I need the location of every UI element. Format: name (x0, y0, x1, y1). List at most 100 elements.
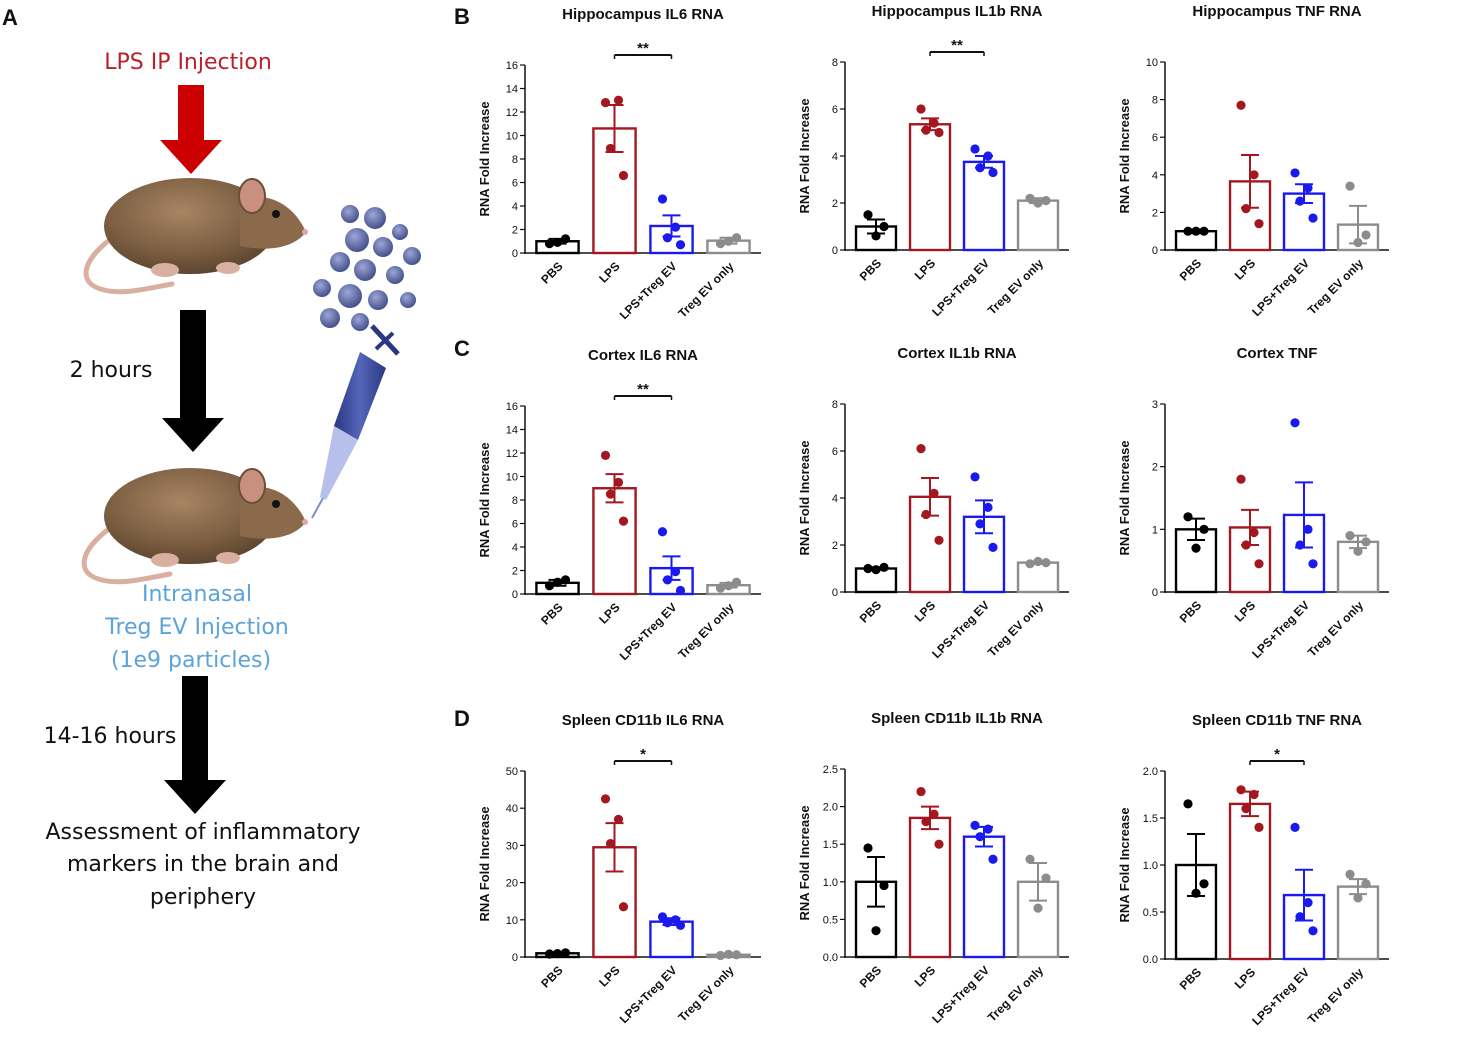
extracellular-vesicle-icon (313, 205, 421, 331)
significance-label: ** (951, 37, 963, 54)
y-tick-label: 0.5 (1143, 907, 1158, 919)
data-point-treg-ev-only (1345, 869, 1355, 880)
data-point-pbs (552, 949, 563, 959)
data-point-treg-ev-only (1033, 556, 1043, 567)
y-tick-label: 0 (512, 952, 518, 964)
data-point-lps-treg-ev (1303, 524, 1313, 534)
data-point-lps (600, 98, 611, 108)
data-point-pbs (863, 210, 873, 220)
data-point-lps (921, 509, 931, 520)
y-tick-label: 0 (1152, 587, 1158, 599)
data-point-lps-treg-ev (657, 194, 668, 204)
category-label-treg-ev-only: Treg EV only (985, 963, 1047, 1025)
category-label-lps: LPS (596, 259, 622, 285)
data-point-lps-treg-ev (975, 163, 985, 173)
data-point-lps (929, 488, 939, 498)
data-point-lps (1241, 540, 1251, 550)
data-point-lps (618, 170, 629, 181)
category-label-lps: LPS (596, 600, 622, 626)
y-tick-label: 4 (512, 542, 518, 554)
outcome-line-1: Assessment of inflammatory (45, 820, 360, 845)
category-label-lps: LPS (1232, 965, 1258, 991)
data-point-lps (1254, 559, 1264, 569)
data-point-lps (1241, 204, 1251, 214)
data-point-pbs (1199, 879, 1209, 889)
data-point-lps (934, 535, 944, 545)
chart-title: Cortex IL6 RNA (588, 347, 698, 364)
category-label-lps-treg-ev: LPS+Treg EV (617, 600, 680, 663)
category-label-treg-ev-only: Treg EV only (1305, 598, 1367, 660)
data-point-treg-ev-only (1033, 198, 1043, 208)
data-point-lps-treg-ev (657, 527, 668, 537)
y-axis-label: RNA Fold Increase (797, 98, 812, 213)
y-tick-label: 8 (512, 495, 518, 507)
y-tick-label: 2 (832, 198, 838, 210)
data-point-pbs (1183, 799, 1193, 809)
y-tick-label: 6 (512, 519, 518, 531)
data-point-treg-ev-only (723, 949, 734, 959)
category-label-pbs: PBS (1177, 965, 1204, 992)
data-point-pbs (863, 563, 873, 574)
y-tick-label: 2 (1152, 462, 1158, 474)
y-tick-label: 0 (832, 587, 838, 599)
data-point-treg-ev-only (1361, 879, 1371, 889)
schematic: LPS IP Injection (44, 50, 421, 910)
y-tick-label: 40 (506, 803, 518, 815)
y-tick-label: 10 (1146, 57, 1158, 69)
category-label-pbs: PBS (538, 963, 565, 990)
data-point-lps-treg-ev (983, 502, 993, 512)
y-tick-label: 20 (506, 878, 518, 890)
category-label-pbs: PBS (857, 963, 884, 990)
category-label-lps-treg-ev: LPS+Treg EV (1249, 256, 1312, 319)
data-point-pbs (1191, 543, 1201, 553)
data-point-treg-ev-only (1345, 531, 1355, 541)
y-tick-label: 1.0 (823, 877, 838, 889)
category-label-lps-treg-ev: LPS+Treg EV (1249, 965, 1312, 1028)
y-tick-label: 4 (1152, 170, 1158, 182)
y-tick-label: 2.0 (823, 802, 838, 814)
category-label-lps: LPS (1232, 598, 1258, 624)
outcome-line-3: periphery (150, 885, 256, 910)
y-tick-label: 6 (832, 446, 838, 458)
y-tick-label: 8 (512, 154, 518, 166)
data-point-pbs (1183, 226, 1193, 236)
data-point-treg-ev-only (1345, 181, 1355, 191)
significance-label: * (1274, 746, 1280, 763)
data-point-lps (613, 477, 624, 487)
chart-title: Spleen CD11b TNF RNA (1192, 712, 1362, 729)
category-label-pbs: PBS (857, 256, 884, 283)
data-point-pbs (560, 575, 571, 585)
arrow-down-icon (162, 310, 224, 452)
data-point-pbs (871, 565, 881, 575)
data-point-lps-treg-ev (1295, 540, 1305, 550)
data-point-lps-treg-ev (1308, 926, 1318, 936)
data-point-treg-ev-only (1041, 558, 1051, 568)
category-label-treg-ev-only: Treg EV only (1305, 965, 1367, 1027)
data-point-pbs (544, 949, 555, 959)
chart-title: Spleen CD11b IL6 RNA (562, 712, 725, 729)
data-point-lps-treg-ev (675, 920, 686, 930)
panel-label-c: C (454, 336, 470, 361)
data-point-pbs (1191, 226, 1201, 236)
y-axis-label: RNA Fold Increase (797, 440, 812, 555)
syringe-icon (311, 324, 400, 519)
y-tick-label: 4 (832, 151, 838, 163)
y-tick-label: 0 (1152, 245, 1158, 257)
y-tick-label: 16 (506, 60, 518, 72)
y-tick-label: 12 (506, 448, 518, 460)
data-point-lps-treg-ev (675, 240, 686, 250)
y-tick-label: 2.0 (1143, 766, 1158, 778)
category-label-pbs: PBS (538, 600, 565, 627)
category-label-treg-ev-only: Treg EV only (1305, 256, 1367, 318)
y-tick-label: 14 (506, 425, 518, 437)
data-point-lps (1236, 100, 1246, 110)
y-tick-label: 1.5 (823, 839, 838, 851)
data-point-lps-treg-ev (1290, 418, 1300, 428)
data-point-pbs (1183, 512, 1193, 522)
data-point-lps-treg-ev (970, 820, 980, 831)
data-point-lps-treg-ev (670, 567, 681, 577)
y-tick-label: 10 (506, 131, 518, 143)
data-point-pbs (1199, 226, 1209, 236)
data-point-lps (1236, 785, 1246, 795)
data-point-lps-treg-ev (1290, 168, 1300, 178)
